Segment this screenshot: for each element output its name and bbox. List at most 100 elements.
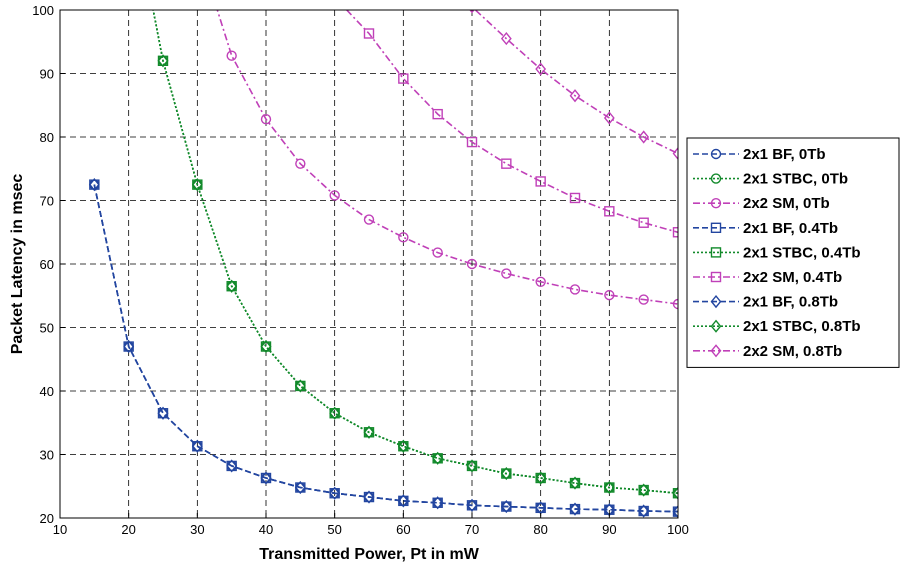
legend-marker [710,222,722,234]
data-point [672,505,678,518]
legend-marker [710,344,722,358]
data-point [295,158,306,169]
legend-marker [710,271,722,283]
data-point [569,476,581,490]
data-point [294,379,306,393]
x-tick-label: 60 [396,522,410,537]
data-point [191,178,203,192]
data-point [466,498,478,512]
data-point [363,214,375,225]
x-tick-label: 50 [327,522,341,537]
data-point [191,439,203,453]
data-point [260,114,272,125]
x-tick-label: 80 [533,522,547,537]
data-point [535,276,546,287]
data-point [466,136,478,148]
data-point [638,217,649,228]
data-point [535,471,547,485]
legend-marker [710,197,722,209]
data-point [397,494,409,508]
y-tick-label: 50 [40,321,54,336]
y-tick-label: 20 [40,511,54,526]
y-tick-label: 80 [40,130,54,145]
data-point [672,227,678,238]
y-axis-label: Packet Latency in msec [9,174,26,355]
data-point [466,459,478,473]
data-point [329,406,341,420]
series-line-9 [474,10,678,155]
data-point [535,62,547,76]
y-tick-label: 70 [40,194,54,209]
data-point [123,339,135,354]
data-point [157,406,169,420]
data-point [638,504,650,518]
data-point [466,258,478,270]
data-point [603,480,615,495]
series-line-8 [152,10,678,494]
data-point [672,146,678,161]
data-point [226,459,238,473]
series-markers [88,10,678,518]
data-point [397,439,409,453]
data-point [569,502,581,516]
x-tick-label: 40 [259,522,273,537]
data-point [569,192,581,204]
data-point [500,466,512,481]
data-point [363,425,375,439]
data-point [260,339,272,354]
legend-marker [710,247,722,258]
data-point [672,486,678,500]
data-point [432,108,443,120]
data-point [157,54,169,68]
y-tick-label: 40 [40,384,54,399]
data-point [398,73,409,84]
legend: 2x1 BF, 0Tb 2x1 STBC, 0Tb 2x2 SM, 0Tb 2x1 B… [686,137,900,368]
data-point [569,284,581,295]
x-tick-label: 30 [190,522,204,537]
data-point [604,289,615,301]
data-point [398,232,409,243]
legend-entry-label: 2x1 STBC, 0.8Tb [743,318,861,335]
y-tick-label: 60 [40,257,54,272]
legend-marker [710,294,722,309]
data-point [469,10,475,14]
data-point [638,130,650,144]
data-point [432,451,444,465]
data-point [638,294,649,305]
data-point [363,490,375,504]
y-tick-label: 30 [40,448,54,463]
legend-entry-label: 2x1 BF, 0Tb [743,146,826,163]
data-point [500,499,512,514]
data-point [500,31,512,46]
data-point [569,89,581,103]
data-point [432,247,443,258]
data-point [672,298,678,310]
legend-marker [710,319,722,333]
data-point [226,279,238,293]
data-point [294,480,306,495]
legend-entry-label: 2x1 BF, 0.4Tb [743,220,838,237]
legend-entry-label: 2x1 STBC, 0Tb [743,171,848,188]
series-line-6 [345,10,678,234]
legend-marker [710,173,722,184]
data-point [638,483,650,497]
data-point [501,268,512,279]
series-line-7 [93,184,678,513]
x-tick-label: 70 [465,522,479,537]
x-tick-label: 100 [667,522,689,537]
legend-entry-label: 2x2 SM, 0.4Tb [743,269,842,286]
legend-entry-label: 2x2 SM, 0.8Tb [743,343,842,360]
data-point [604,206,615,217]
series-line-3 [216,10,678,305]
x-tick-label: 20 [121,522,135,537]
x-axis-label: Transmitted Power, Pt in mW [259,546,479,563]
x-tick-label: 90 [602,522,616,537]
data-point [226,50,237,61]
x-axis-ticks: 10 20 30 40 50 60 70 80 90 100 [53,513,689,537]
y-tick-label: 90 [40,67,54,82]
y-axis-ticks: 20 30 40 50 60 70 80 90 100 [32,3,65,526]
data-point [329,486,341,500]
x-tick-label: 10 [53,522,67,537]
legend-entry-label: 2x1 BF, 0.8Tb [743,294,838,311]
